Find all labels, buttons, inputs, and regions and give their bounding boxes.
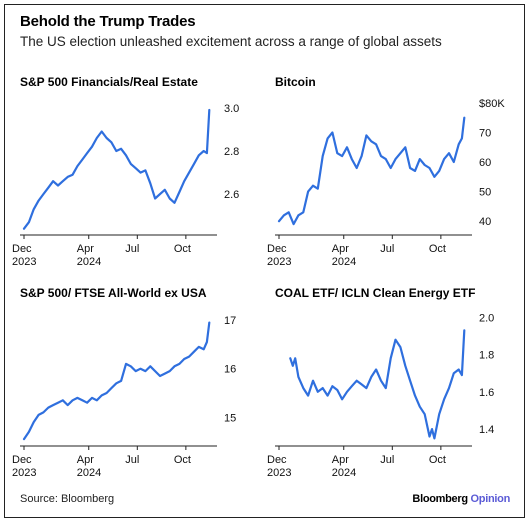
y-tick-label: 2.8: [224, 146, 239, 158]
x-tick-label: Oct: [429, 243, 446, 255]
y-tick-label: 15: [224, 412, 236, 424]
series-line: [22, 108, 211, 230]
x-tick-label: Apr: [77, 243, 94, 255]
x-tick-label: Jul: [380, 454, 394, 466]
chart-panel-coal-vs-clean: COAL ETF/ ICLN Clean Energy ETF Dec 2023 A…: [267, 286, 525, 486]
source-note: Source: Bloomberg: [20, 493, 115, 505]
x-tick-label: Apr: [332, 454, 349, 466]
y-tick-label: 17: [224, 315, 236, 327]
x-tick-label-year: 2023: [267, 467, 291, 479]
series-line: [277, 116, 466, 226]
y-tick-label: 2.6: [224, 189, 239, 201]
y-tick-label: 70: [479, 127, 491, 139]
brand-accent: Opinion: [470, 493, 511, 505]
y-tick-label: 16: [224, 364, 236, 376]
chart-panel-bitcoin: Bitcoin Dec 2023 Apr 2024 Jul Oct 40 50 60 70 $80K: [267, 75, 525, 275]
brand-logo: Bloomberg Opinion: [412, 493, 510, 505]
y-tick-label: 3.0: [224, 103, 239, 115]
y-tick-label: 1.4: [479, 424, 494, 436]
x-tick-label: Oct: [174, 454, 191, 466]
x-tick-label: Apr: [332, 243, 349, 255]
chart-panel-sp-vs-world: S&P 500/ FTSE All-World ex USA Dec 2023 Ap…: [12, 286, 270, 486]
series-line: [22, 321, 211, 441]
y-tick-label: $80K: [479, 98, 505, 110]
x-tick-label-year: 2023: [12, 467, 36, 479]
x-tick-label-year: 2024: [77, 256, 101, 268]
y-tick-label: 40: [479, 216, 491, 228]
figure-subtitle: The US election unleashed excitement acr…: [20, 34, 442, 49]
x-tick-label: Dec: [267, 243, 287, 255]
chart-title: S&P 500 Financials/Real Estate: [20, 75, 198, 89]
x-tick-label-year: 2024: [332, 467, 356, 479]
x-tick-label-year: 2023: [12, 256, 36, 268]
x-tick-label: Oct: [174, 243, 191, 255]
brand-main: Bloomberg: [412, 493, 468, 505]
y-tick-label: 60: [479, 157, 491, 169]
x-tick-label: Oct: [429, 454, 446, 466]
x-tick-label: Dec: [267, 454, 287, 466]
x-tick-label-year: 2024: [332, 256, 356, 268]
chart-panel-financials: S&P 500 Financials/Real Estate Dec 2023 Ap…: [12, 75, 270, 275]
y-tick-label: 1.8: [479, 350, 494, 362]
chart-title: S&P 500/ FTSE All-World ex USA: [20, 286, 207, 300]
x-tick-label: Dec: [12, 243, 32, 255]
x-tick-label: Apr: [77, 454, 94, 466]
figure: Behold the Trump Trades The US election …: [4, 4, 525, 518]
chart-title: COAL ETF/ ICLN Clean Energy ETF: [275, 286, 476, 300]
x-tick-label: Jul: [125, 454, 139, 466]
y-tick-label: 1.6: [479, 387, 494, 399]
x-tick-label-year: 2024: [77, 467, 101, 479]
x-tick-label: Jul: [125, 243, 139, 255]
x-tick-label: Jul: [380, 243, 394, 255]
figure-title: Behold the Trump Trades: [20, 13, 196, 30]
x-tick-label: Dec: [12, 454, 32, 466]
y-tick-label: 2.0: [479, 312, 494, 324]
y-tick-label: 50: [479, 187, 491, 199]
series-line: [289, 329, 466, 440]
x-tick-label-year: 2023: [267, 256, 291, 268]
chart-title: Bitcoin: [275, 75, 316, 89]
